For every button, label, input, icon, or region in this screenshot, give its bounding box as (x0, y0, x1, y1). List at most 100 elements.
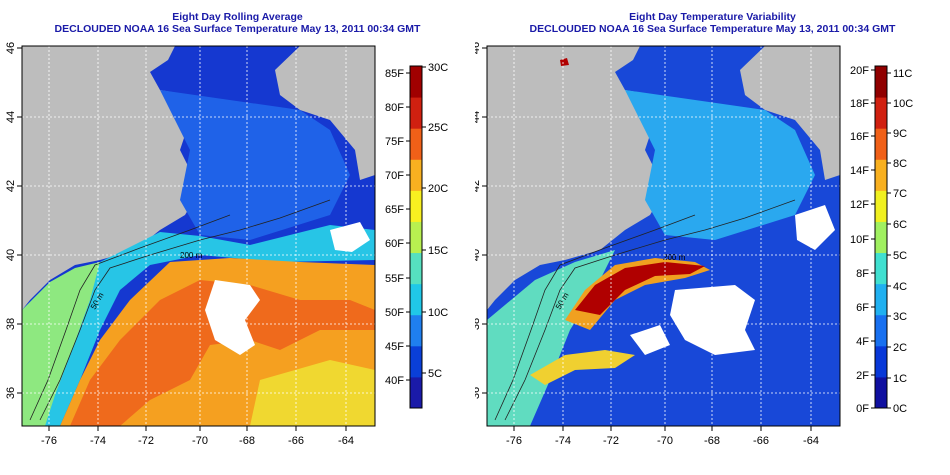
contour-200m (39, 199, 331, 421)
colorbar-segment (410, 252, 422, 285)
colorbar-segment (875, 97, 887, 129)
colorbar-label-celsius: 2C (893, 342, 907, 354)
contour-label-200m: 200 m (663, 253, 686, 262)
lat-tick-label: 42 (5, 180, 17, 192)
lon-tick-label: -74 (555, 435, 571, 447)
colorbar-label-fahrenheit: 4F (856, 336, 869, 348)
sargasso-warm (250, 360, 375, 426)
lon-tick-label: -72 (138, 435, 154, 447)
graticule (22, 46, 375, 426)
colorbar-label-celsius: 30C (428, 62, 448, 74)
map-frame (21, 45, 376, 427)
map-frame (486, 45, 841, 427)
lat-tick-label: 42 (475, 180, 482, 192)
colorbar-label-fahrenheit: 6F (856, 302, 869, 314)
contour-50m (494, 214, 696, 421)
colorbar-label-fahrenheit: 0F (856, 403, 869, 415)
lon-tick-label: -66 (288, 435, 304, 447)
colorbar-segment (410, 66, 422, 98)
map-plot-area: 200 m 50 m (22, 46, 375, 426)
colorbar-segment (410, 97, 422, 129)
sst-variability-panel: Eight Day Temperature Variability DECLOU… (475, 0, 950, 475)
land-mass (487, 46, 665, 310)
lon-tick-label: -70 (192, 435, 208, 447)
gulf-stream-core (70, 280, 375, 426)
lat-tick-label: 44 (5, 111, 17, 123)
lon-tick-label: -66 (753, 435, 769, 447)
extreme-variability-band (575, 262, 705, 315)
lat-tick-label: 40 (5, 249, 17, 261)
cloud-patch (630, 325, 670, 355)
lat-tick-label: 36 (475, 387, 482, 399)
land-mass (22, 46, 200, 310)
colorbar-label-celsius: 8C (893, 158, 907, 170)
graticule (487, 46, 840, 426)
land-mass-nova-scotia (740, 46, 840, 180)
colorbar-segment (410, 190, 422, 222)
slope-water (22, 225, 375, 426)
colorbar-segment (875, 345, 887, 378)
lon-tick-label: -64 (803, 435, 819, 447)
colorbar-label-fahrenheit: 2F (856, 370, 869, 382)
map-title: Eight Day Temperature Variability (629, 11, 796, 23)
contour-label-200m: 200 m (180, 251, 203, 260)
colorbar-label-celsius: 5C (428, 368, 442, 380)
colorbar-label-fahrenheit: 10F (850, 234, 869, 246)
moderate-variability-zone (625, 90, 815, 240)
colorbar-label-fahrenheit: 20F (850, 65, 869, 77)
contour-50m (29, 214, 231, 421)
colorbar-segment (410, 283, 422, 316)
colorbar-label-celsius: 11C (893, 68, 912, 80)
colorbar-segment (875, 159, 887, 191)
colorbar-segment (410, 314, 422, 347)
map-axes: -76 -74 -72 -70 -68 -66 -64 36 38 40 42 44 46 (5, 42, 354, 447)
colorbar-label-celsius: 0C (893, 403, 907, 415)
colorbar-label-celsius: 5C (893, 250, 907, 262)
map-plot-area: 200 m 50 m (487, 46, 840, 426)
sst-variability-map-svg: 200 m 50 m -76 -74 -72 -70 -68 -66 -64 36 38 40 42… (475, 42, 913, 447)
colorbar-label-celsius: 7C (893, 188, 907, 200)
colorbar-segment (875, 376, 887, 409)
colorbar-segment (875, 314, 887, 347)
lon-tick-label: -74 (90, 435, 106, 447)
colorbar-segment (410, 221, 422, 254)
lon-tick-label: -76 (41, 435, 57, 447)
colorbar-segment (875, 221, 887, 254)
colorbar-label-fahrenheit: 14F (850, 165, 869, 177)
colorbar-label-celsius: 6C (893, 219, 907, 231)
cloud-patch (670, 285, 755, 355)
colorbar-label-celsius: 3C (893, 311, 907, 323)
contour-200m (504, 199, 796, 421)
colorbar-label-celsius: 15C (428, 245, 448, 257)
lon-tick-label: -70 (657, 435, 673, 447)
colorbar-frame (874, 65, 888, 409)
colorbar-label-celsius: 25C (428, 122, 448, 134)
lon-tick-label: -76 (506, 435, 522, 447)
colorbar-segment (875, 66, 887, 98)
sst-average-panel: Eight Day Rolling Average DECLOUDED NOAA… (5, 11, 448, 447)
lat-tick-label: 46 (475, 42, 482, 54)
extreme-variability-spot (560, 58, 569, 66)
cloud-patch (205, 280, 260, 355)
colorbar: 20F 18F 16F 14F 12F 10F 8F 6F 4F 2F 0F 11C 10C 9C 8C 7C… (850, 65, 913, 415)
colorbar-label-celsius: 9C (893, 128, 907, 140)
colorbar-label-fahrenheit: 8F (856, 268, 869, 280)
colorbar-label-fahrenheit: 18F (850, 98, 869, 110)
colorbar-label-fahrenheit: 40F (385, 375, 404, 387)
colorbar-label-fahrenheit: 12F (850, 199, 869, 211)
colorbar-label-celsius: 10C (893, 98, 913, 110)
colorbar-label-fahrenheit: 70F (385, 170, 404, 182)
colorbar-label-celsius: 10C (428, 307, 448, 319)
colorbar-segment (410, 345, 422, 378)
cloud-patch (795, 205, 835, 250)
colorbar-frame (409, 65, 423, 409)
colorbar-segment (875, 283, 887, 316)
colorbar: 85F 80F 75F 70F 65F 60F 55F 50F 45F 40F 30C 25C 20C 1… (385, 62, 448, 409)
map-axes: -76 -74 -72 -70 -68 -66 -64 36 38 40 42 44 46 (475, 42, 819, 447)
cloud-patch (330, 222, 370, 252)
lat-tick-label: 40 (475, 249, 482, 261)
colorbar-label-fahrenheit: 60F (385, 238, 404, 250)
map-subtitle: DECLOUDED NOAA 16 Sea Surface Temperatur… (54, 23, 421, 35)
lat-tick-label: 36 (5, 387, 17, 399)
lon-tick-label: -64 (338, 435, 354, 447)
